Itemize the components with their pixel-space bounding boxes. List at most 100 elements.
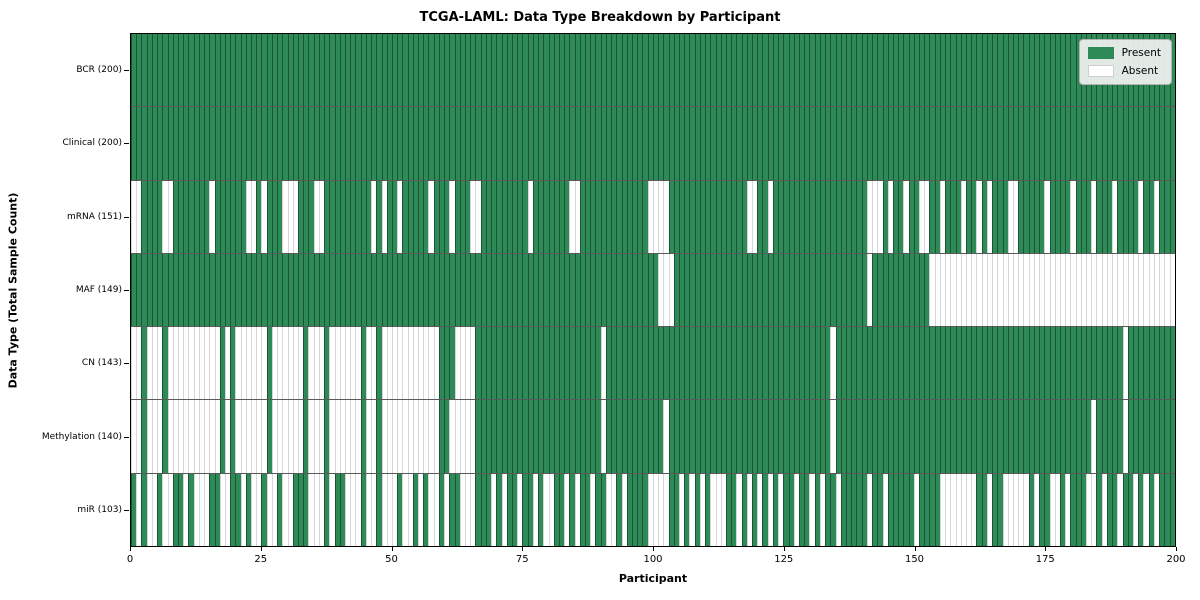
participant-cell — [564, 34, 570, 107]
participant-cell — [840, 107, 846, 180]
participant-cell — [892, 253, 899, 327]
participant-cell — [872, 400, 878, 473]
participant-cell — [167, 107, 173, 180]
participant-cell — [1044, 473, 1050, 546]
participant-cell — [590, 180, 596, 253]
x-tick-mark — [1176, 547, 1177, 551]
participant-cell — [1039, 473, 1045, 546]
participant-cell — [658, 107, 664, 180]
participant-cell — [882, 327, 888, 400]
participant-cell — [882, 34, 888, 107]
participant-cell — [616, 107, 622, 180]
participant-cell — [851, 34, 857, 107]
participant-cell — [663, 34, 669, 107]
participant-cell — [527, 107, 533, 180]
participant-cell — [1059, 180, 1066, 253]
participant-cell — [804, 400, 810, 473]
participant-cell — [699, 34, 706, 107]
participant-cell — [318, 180, 325, 253]
participant-cell — [558, 253, 565, 327]
participant-cell — [558, 473, 565, 546]
participant-cell — [986, 180, 993, 253]
participant-cell — [585, 180, 591, 253]
participant-cell — [491, 180, 497, 253]
participant-cell — [924, 400, 930, 473]
participant-cell — [851, 400, 857, 473]
participant-cell — [141, 327, 147, 400]
participant-cell — [872, 253, 878, 327]
participant-cell — [767, 107, 773, 180]
participant-cell — [224, 180, 231, 253]
participant-cell — [1112, 107, 1118, 180]
participant-cell — [491, 327, 497, 400]
participant-cell — [292, 180, 298, 253]
participant-cell — [511, 400, 518, 473]
participant-cell — [736, 107, 742, 180]
x-tick-mark — [653, 547, 654, 551]
participant-cell — [595, 473, 601, 546]
participant-cell — [339, 34, 345, 107]
participant-cell — [767, 400, 773, 473]
participant-cell — [663, 327, 669, 400]
participant-cell — [339, 327, 345, 400]
participant-cell — [344, 253, 351, 327]
participant-cell — [397, 253, 403, 327]
participant-cell — [590, 253, 596, 327]
participant-cell — [428, 253, 434, 327]
participant-cell — [945, 400, 951, 473]
participant-cell — [365, 327, 372, 400]
participant-cell — [344, 473, 351, 546]
participant-cell — [418, 34, 424, 107]
participant-cell — [167, 473, 173, 546]
participant-cell — [746, 34, 753, 107]
participant-cell — [986, 327, 993, 400]
participant-cell — [329, 327, 335, 400]
participant-cell — [840, 473, 846, 546]
participant-cell — [407, 473, 413, 546]
participant-cell — [172, 180, 178, 253]
participant-cell — [485, 327, 492, 400]
participant-cell — [825, 107, 831, 180]
participant-cell — [532, 34, 539, 107]
participant-cell — [830, 253, 836, 327]
participant-cell — [934, 253, 940, 327]
participant-cell — [919, 107, 925, 180]
participant-cell — [1028, 327, 1034, 400]
participant-cell — [1164, 253, 1170, 327]
participant-cell — [172, 400, 178, 473]
participant-cell — [574, 34, 580, 107]
participant-cell — [1080, 180, 1087, 253]
participant-cell — [976, 107, 982, 180]
x-tick-label-75: 75 — [515, 554, 529, 565]
participant-cell — [632, 34, 638, 107]
participant-cell — [658, 473, 664, 546]
participant-cell — [298, 107, 304, 180]
participant-cell — [334, 473, 340, 546]
participant-cell — [887, 473, 893, 546]
participant-cell — [793, 34, 799, 107]
participant-cell — [616, 253, 622, 327]
participant-cell — [950, 253, 956, 327]
participant-cell — [825, 400, 831, 473]
participant-cell — [433, 400, 439, 473]
participant-cell — [585, 253, 591, 327]
participant-cell — [193, 327, 199, 400]
participant-cell — [423, 34, 429, 107]
participant-cell — [626, 180, 632, 253]
participant-cell — [642, 473, 648, 546]
participant-cell — [908, 34, 914, 107]
participant-cell — [632, 180, 638, 253]
participant-cell — [741, 400, 747, 473]
participant-cell — [454, 400, 460, 473]
participant-cell — [647, 473, 653, 546]
participant-cell — [193, 253, 199, 327]
participant-cell — [731, 473, 737, 546]
participant-cell — [355, 327, 361, 400]
participant-cell — [741, 180, 747, 253]
participant-cell — [658, 327, 664, 400]
participant-cell — [402, 180, 408, 253]
participant-cell — [1138, 253, 1144, 327]
participant-cell — [329, 180, 335, 253]
participant-cell — [282, 180, 288, 253]
participant-cell — [966, 253, 972, 327]
